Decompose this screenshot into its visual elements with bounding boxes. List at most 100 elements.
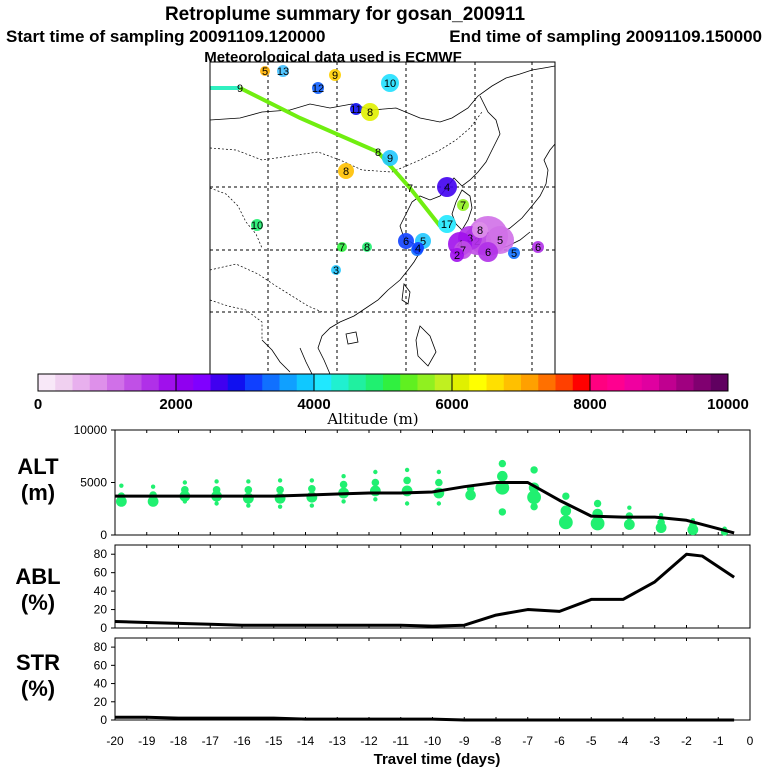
alt-scatter-point [182,480,188,485]
colorbar-swatch [641,374,660,391]
colorbar-swatch [503,374,522,391]
alt-ytick-label: 10000 [74,423,108,437]
trajectory-label-7: 7 [407,183,413,195]
map-marker-label: 5 [511,248,517,260]
abl-series-line [114,552,735,628]
map-borders-south [209,263,323,340]
str-panel-unit: (%) [21,676,55,701]
map-marker-label: 4 [444,182,450,194]
alt-scatter-point [308,485,316,493]
map-marker-dot [438,215,456,233]
map-marker-label: 12 [312,83,324,95]
map-panel: 9 8 7 5139101211898107865634717123456782… [209,61,556,375]
alt-scatter-point [623,519,635,530]
map-marker-dot [337,242,347,252]
trajectory-path [239,86,442,228]
str-ytick-label: 20 [94,695,108,709]
colorbar-tick-label: 10000 [707,396,749,413]
x-tick-label: -7 [522,734,533,748]
colorbar-swatch [676,374,694,391]
str-panel-frame [114,637,751,721]
alt-panel-name: ALT [17,454,59,479]
colorbar-swatch [72,374,91,391]
alt-scatter-point [498,508,507,516]
colorbar-swatch [141,374,160,391]
alt-scatter-point [403,476,411,485]
alt-scatter-point [627,505,632,510]
map-marker-dot [381,74,399,92]
x-tick-label: -18 [170,734,188,748]
colorbar-swatch [572,374,591,391]
x-tick-label: -17 [202,734,220,748]
colorbar-swatch [296,374,315,391]
alt-scatter-point [655,522,667,534]
alt-scatter-point [373,497,378,502]
abl-panel-unit: (%) [21,590,55,615]
colorbar-swatch [314,374,332,391]
map-marker-dot [350,103,362,115]
colorbar-swatch [107,374,125,391]
str-ytick-label: 80 [94,640,108,654]
alt-scatter-point [115,496,127,507]
map-marker-label: 5 [497,235,503,247]
map-marker-label: 9 [387,153,393,165]
alt-scatter-point [593,499,602,508]
alt-scatter-point [244,486,253,494]
map-marker-label: 2 [454,250,460,262]
map-coastline-east [317,95,501,375]
alt-scatter-point [495,480,510,495]
map-marker-label: 6 [403,236,409,248]
map-marker-dot [450,248,464,262]
alt-scatter-point [182,499,188,504]
alt-scatter-point [214,479,219,484]
map-marker-dot [312,82,324,94]
colorbar-swatch [452,374,470,391]
alt-scatter-point [369,485,381,497]
x-tick-label: -1 [713,734,724,748]
map-marker-label: 9 [332,70,338,82]
alt-scatter-point [147,496,159,507]
str-panel-name: STR [16,650,60,675]
colorbar-tick-label: 0 [34,396,42,413]
alt-scatter-point [527,490,541,505]
colorbar-tick-label: 6000 [435,396,468,413]
colorbar-swatch [607,374,625,391]
start-time-label: Start time of sampling 20091109.120000 [6,27,325,46]
alt-scatter-point [341,499,346,504]
colorbar-swatch [38,374,56,391]
map-marker-label: 5 [262,66,268,78]
map-marker-dot [331,265,341,275]
colorbar-swatch [193,374,211,391]
alt-scatter-point [309,478,315,483]
map-marker-label: 17 [441,219,453,231]
colorbar-swatch [417,374,436,391]
map-marker-dot [277,65,289,77]
abl-ytick-label: 0 [100,621,107,635]
map-marker-dot [457,199,469,211]
x-tick-label: -20 [106,734,124,748]
x-tick-label: -5 [586,734,597,748]
alt-scatter-point [436,501,442,506]
abl-ytick-label: 40 [94,584,108,598]
colorbar-swatch [434,374,453,391]
alt-scatter-point [530,502,538,511]
x-axis-label: Travel time (days) [374,751,501,768]
map-philippines [415,325,437,367]
map-marker-label: 8 [364,242,370,254]
colorbar-swatch [176,374,194,391]
map-marker-label: 3 [333,265,339,277]
colorbar-swatch [227,374,246,391]
map-marker-label: 11 [350,104,361,116]
map-hainan [345,331,359,345]
map-indochina [261,339,313,375]
map-taiwan [401,282,411,305]
colorbar-swatch [538,374,556,391]
map-marker-label: 10 [384,78,396,90]
x-tick-label: -9 [459,734,470,748]
colorbar-swatch [486,374,505,391]
colorbar-swatch [124,374,142,391]
colorbar-swatch [245,374,263,391]
colorbar-swatch [210,374,229,391]
end-time-label: End time of sampling 20091109.150000 [449,27,762,46]
